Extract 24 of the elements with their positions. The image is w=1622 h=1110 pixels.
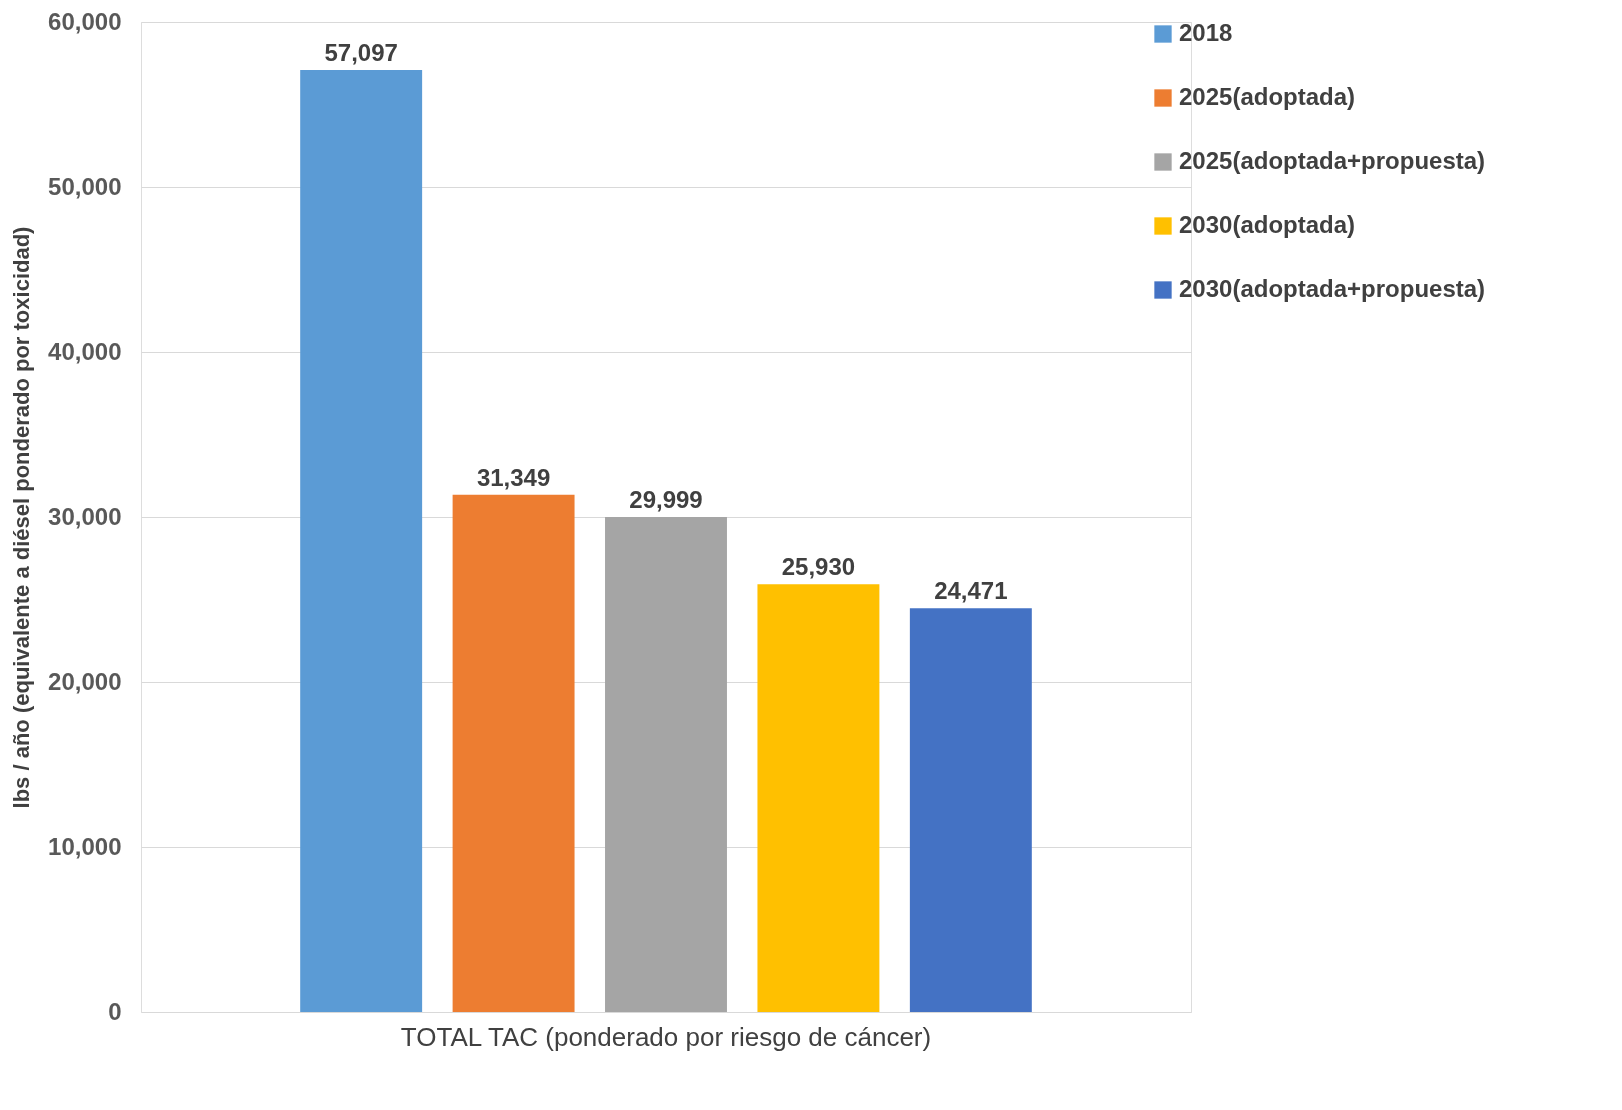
data-label: 57,097 [324, 38, 398, 66]
legend-label: 2018 [1179, 19, 1233, 46]
legend-label: 2025(adoptada+propuesta) [1179, 147, 1486, 174]
data-label: 29,999 [629, 486, 703, 514]
legend-label: 2030(adoptada) [1179, 211, 1356, 238]
bar [605, 517, 727, 1012]
y-tick-label: 60,000 [48, 7, 122, 35]
y-tick-label: 50,000 [48, 172, 122, 200]
y-tick-label: 40,000 [48, 337, 122, 365]
data-label: 24,471 [934, 577, 1008, 605]
x-tick-label: TOTAL TAC (ponderado por riesgo de cáncer) [400, 1021, 932, 1052]
bar [757, 584, 880, 1012]
bar [300, 69, 423, 1012]
data-label: 31,349 [476, 463, 551, 491]
y-axis-title: lbs / año (equivalente a diésel ponderado por toxicidad) [9, 226, 35, 809]
legend-label: 2030(adoptada+propuesta) [1179, 275, 1486, 302]
legend-label: 2025(adoptada) [1179, 83, 1356, 110]
y-tick-label: 0 [108, 997, 122, 1025]
bar [909, 608, 1032, 1012]
y-tick-label: 20,000 [48, 667, 122, 695]
bar [452, 494, 575, 1012]
data-label: 25,930 [781, 553, 856, 581]
y-tick-label: 10,000 [48, 832, 122, 860]
y-tick-label: 30,000 [48, 502, 122, 530]
